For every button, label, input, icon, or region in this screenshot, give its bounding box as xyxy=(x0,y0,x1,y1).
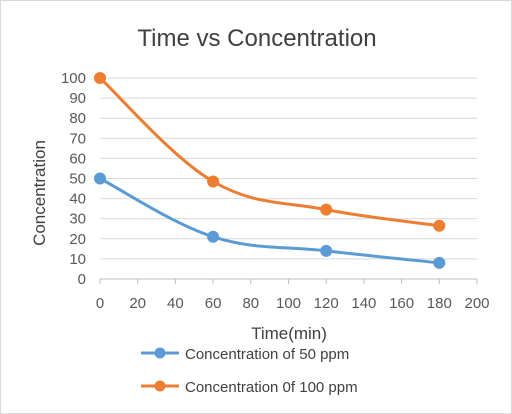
x-tick-label: 20 xyxy=(129,295,146,312)
x-axis-title: Time(min) xyxy=(251,324,327,343)
data-point xyxy=(433,219,446,232)
y-tick-label: 30 xyxy=(69,211,86,228)
x-tick-label: 60 xyxy=(205,295,222,312)
series-line-2 xyxy=(98,76,441,228)
x-tick-label: 40 xyxy=(167,295,184,312)
x-tick-label: 180 xyxy=(427,295,452,312)
x-tick-label: 160 xyxy=(389,295,414,312)
x-tick-label: 0 xyxy=(96,295,104,312)
data-point xyxy=(207,175,220,188)
series-line-1 xyxy=(98,177,441,265)
x-tick-label: 100 xyxy=(276,295,301,312)
data-point xyxy=(433,256,446,269)
y-tick-label: 0 xyxy=(78,271,86,288)
x-tick-label: 80 xyxy=(242,295,259,312)
y-tick-label: 60 xyxy=(69,150,86,167)
data-point xyxy=(320,244,333,257)
y-tick-label: 100 xyxy=(61,70,86,87)
y-tick-label: 20 xyxy=(69,231,86,248)
y-tick-label: 50 xyxy=(69,171,86,188)
y-tick-label: 10 xyxy=(69,251,86,268)
legend-marker-1 xyxy=(154,347,166,359)
y-axis-title: Concentration xyxy=(30,140,49,246)
x-tick-label: 200 xyxy=(464,295,489,312)
gridlines xyxy=(100,77,477,260)
data-point xyxy=(94,72,106,84)
plot-series xyxy=(94,72,446,269)
axes: 0 10 20 30 40 50 60 70 80 90 100 0 20 40 60 80 100 120 140… xyxy=(61,70,490,312)
y-tick-label: 40 xyxy=(69,191,86,208)
legend-marker-2 xyxy=(154,380,166,392)
y-tick-label: 80 xyxy=(69,110,86,127)
y-tick-label: 70 xyxy=(69,130,86,147)
data-point xyxy=(320,203,333,216)
chart-title: Time vs Concentration xyxy=(137,25,376,52)
x-tick-label: 140 xyxy=(351,295,376,312)
data-point xyxy=(94,172,106,185)
legend-label-1: Concentration of 50 ppm xyxy=(185,346,349,363)
legend-label-2: Concentration 0f 100 ppm xyxy=(185,379,358,396)
data-point xyxy=(207,230,220,243)
y-tick-label: 90 xyxy=(69,90,86,107)
legend: Concentration of 50 ppm Concentration 0f … xyxy=(141,346,358,396)
x-tick-label: 120 xyxy=(314,295,339,312)
